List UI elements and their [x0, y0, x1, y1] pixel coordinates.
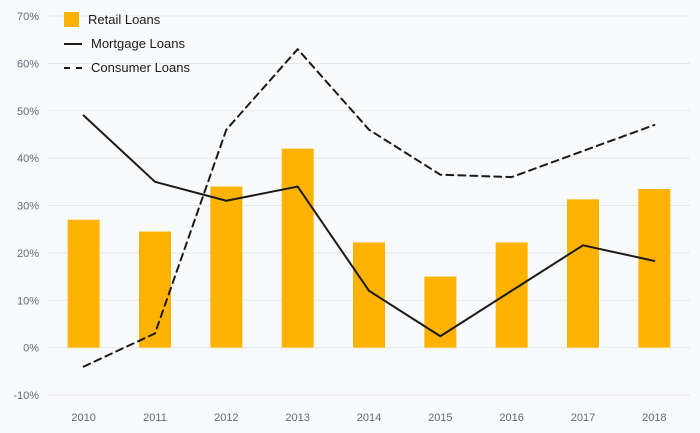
y-axis-tick-label: 10%	[17, 295, 39, 307]
bar-2016	[495, 242, 528, 348]
y-axis-tick-label: -10%	[13, 390, 39, 402]
y-axis-tick-label: 60%	[17, 58, 39, 70]
y-axis-tick-label: 20%	[17, 248, 39, 260]
consumer-loans-swatch-icon	[64, 66, 82, 69]
legend-label: Retail Loans	[88, 12, 161, 27]
y-axis-tick-label: 50%	[17, 106, 39, 118]
legend-item-mortgage-loans: Mortgage Loans	[64, 36, 190, 51]
x-axis-tick-label: 2010	[71, 412, 95, 424]
line-consumer-loans	[82, 48, 656, 368]
x-axis-tick-label: 2011	[143, 412, 167, 424]
line-mortgage-loans	[82, 114, 656, 338]
legend-item-consumer-loans: Consumer Loans	[64, 60, 190, 75]
x-axis-tick-label: 2016	[499, 412, 523, 424]
x-axis-tick-label: 2012	[214, 412, 238, 424]
y-axis-tick-label: 0%	[23, 343, 39, 355]
bar-2013	[281, 148, 314, 348]
bar-2011	[139, 231, 171, 348]
y-axis-tick-label: 40%	[17, 153, 39, 165]
chart-legend: Retail Loans Mortgage Loans Consumer Loa…	[64, 12, 190, 84]
legend-label: Mortgage Loans	[91, 36, 185, 51]
mortgage-loans-swatch-icon	[64, 42, 82, 45]
bar-2012	[210, 186, 243, 348]
legend-label: Consumer Loans	[91, 60, 190, 75]
x-axis-tick-label: 2014	[357, 412, 381, 424]
x-axis-tick-label: 2015	[428, 412, 452, 424]
bar-2018	[638, 188, 671, 348]
bar-2010	[67, 219, 100, 348]
bar-2014	[353, 242, 385, 348]
x-axis-tick-label: 2017	[571, 412, 595, 424]
y-axis-tick-label: 70%	[17, 11, 39, 23]
retail-loans-swatch-icon	[64, 12, 79, 27]
x-axis-tick-label: 2018	[642, 412, 666, 424]
y-axis-tick-label: 30%	[17, 201, 39, 213]
bar-2017	[567, 199, 599, 348]
x-axis-tick-label: 2013	[285, 412, 309, 424]
legend-item-retail-loans: Retail Loans	[64, 12, 190, 27]
